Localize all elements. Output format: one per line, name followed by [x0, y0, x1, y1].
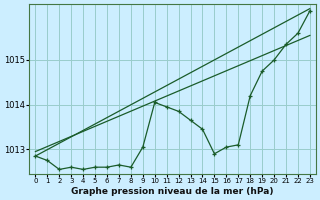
X-axis label: Graphe pression niveau de la mer (hPa): Graphe pression niveau de la mer (hPa) — [71, 187, 274, 196]
